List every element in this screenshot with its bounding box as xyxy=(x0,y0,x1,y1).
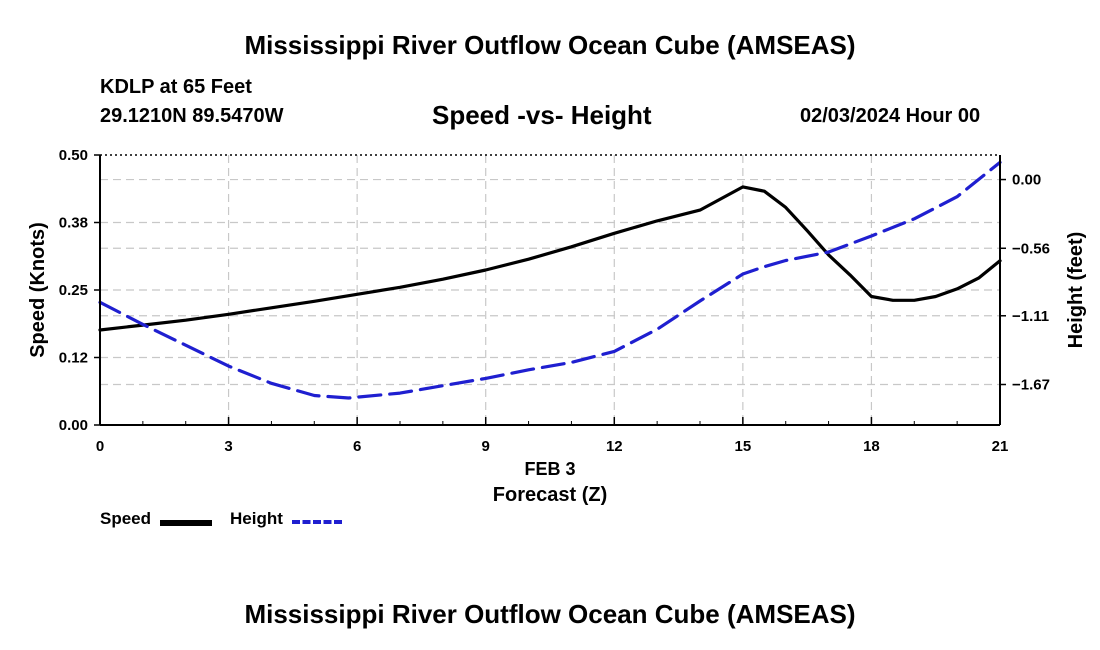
x-axis-sublabel: FEB 3 xyxy=(524,459,575,479)
x-tick-label: 21 xyxy=(992,438,1009,455)
legend-speed-label: Speed xyxy=(100,509,152,528)
y-axis-title: Speed (Knots) xyxy=(27,222,49,358)
x-tick-label: 18 xyxy=(863,438,880,455)
legend-speed-swatch xyxy=(160,520,212,526)
chart-title: Speed -vs- Height xyxy=(432,100,652,130)
page-title: Mississippi River Outflow Ocean Cube (AM… xyxy=(244,30,856,60)
x-tick-label: 12 xyxy=(606,438,623,455)
legend-height-swatch xyxy=(292,520,342,524)
legend-height-label: Height xyxy=(230,509,283,528)
y2-tick-label: −1.11 xyxy=(1012,308,1049,325)
speed-series-line xyxy=(98,185,1002,332)
series-layer xyxy=(98,160,1002,400)
x-tick-label: 0 xyxy=(96,438,104,455)
x-tick-label: 9 xyxy=(482,438,490,455)
axes-layer xyxy=(94,154,1006,426)
station-label: KDLP at 65 Feet xyxy=(100,76,252,98)
coordinates-label: 29.1210N 89.5470W xyxy=(100,105,284,127)
y-tick-label: 0.12 xyxy=(59,350,88,367)
x-axis-title: Forecast (Z) xyxy=(493,484,607,506)
y-tick-label: 0.00 xyxy=(59,417,88,434)
y-tick-label: 0.38 xyxy=(59,215,88,232)
y2-tick-label: −1.67 xyxy=(1012,377,1050,394)
forecast-datetime: 02/03/2024 Hour 00 xyxy=(800,105,981,127)
y-tick-label: 0.25 xyxy=(59,282,88,299)
y2-tick-label: 0.00 xyxy=(1012,172,1041,189)
height-series-line xyxy=(98,160,1002,400)
x-tick-label: 3 xyxy=(224,438,232,455)
labels-layer: 0 3 6 9 12 15 18 21 0.00 0.12 0.25 0.38 0.50 0.00 −0.5… xyxy=(27,147,1087,506)
y2-axis-title: Height (feet) xyxy=(1065,232,1087,349)
y-tick-label: 0.50 xyxy=(59,147,88,164)
x-tick-label: 6 xyxy=(353,438,361,455)
y2-tick-label: −0.56 xyxy=(1012,240,1050,257)
x-tick-label: 15 xyxy=(735,438,752,455)
footer-title: Mississippi River Outflow Ocean Cube (AM… xyxy=(244,599,856,629)
